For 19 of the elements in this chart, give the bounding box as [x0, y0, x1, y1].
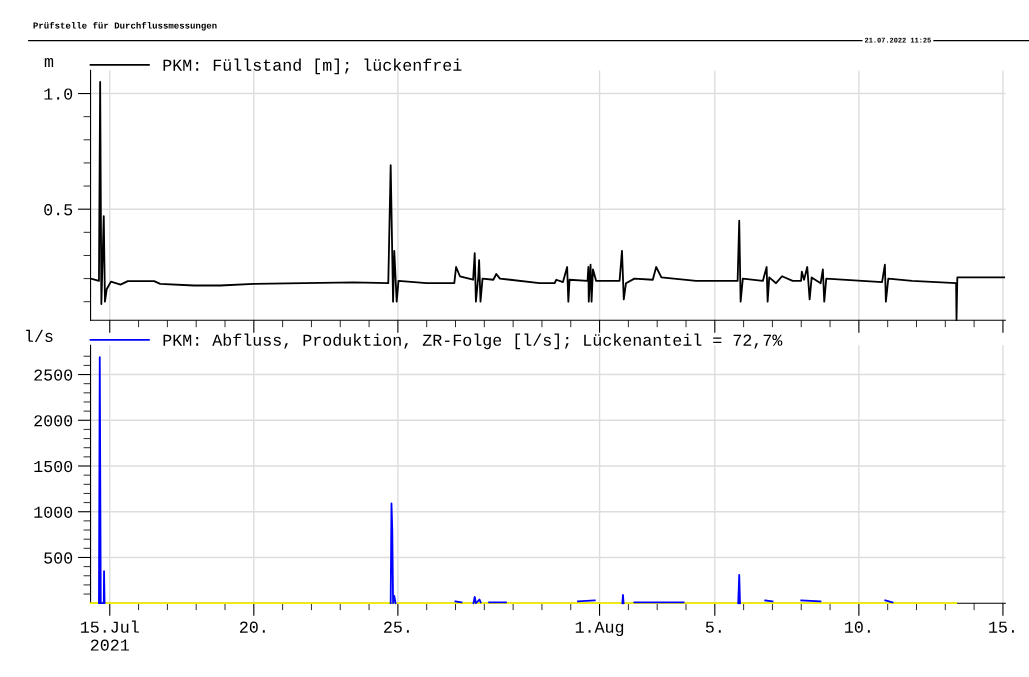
y-tick-label: 2500: [34, 369, 73, 381]
y-axis-title: l/s: [26, 329, 53, 342]
x-tick-label: 5.: [705, 621, 721, 633]
y-tick-label: 1.0: [44, 88, 73, 100]
y-tick-label: 2000: [34, 415, 73, 427]
chart-title: Prüfstelle für Durchflussmessungen: [33, 21, 217, 31]
y-tick-label: 1000: [34, 506, 73, 518]
y-tick-label: 0.5: [44, 204, 73, 216]
legend-label: PKM: Abfluss, Produktion, ZR-Folge [l/s]; Lückenanteil = 72,7%: [163, 333, 783, 350]
legend-label: PKM: Füllstand [m]; lückenfrei: [163, 58, 462, 75]
x-tick-label: 20.: [239, 621, 265, 633]
x-tick-label: 25.: [384, 621, 409, 633]
y-tick-label: 1500: [34, 460, 73, 473]
x-tick-label: 15.: [989, 621, 1014, 633]
y-axis-title: m: [44, 57, 54, 67]
x-tick-label: 15.Jul 2021: [80, 620, 139, 651]
x-tick-label: 10.: [845, 621, 870, 633]
x-tick-label: 1.Aug: [575, 621, 624, 637]
y-tick-label: 500: [44, 552, 73, 564]
